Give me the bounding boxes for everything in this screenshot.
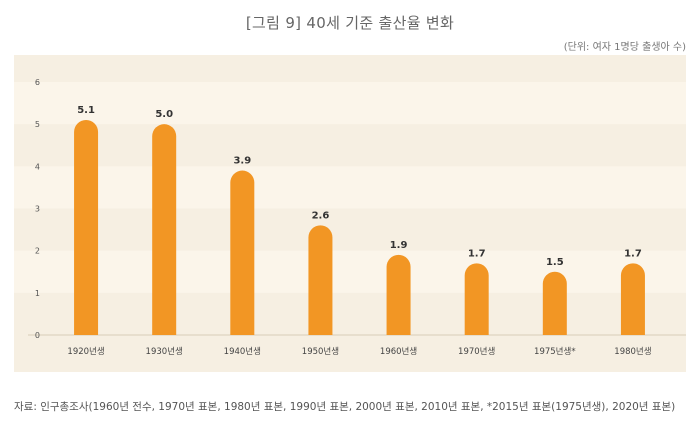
chart-title: [그림 9] 40세 기준 출산율 변화	[245, 14, 455, 32]
unit-note: (단위: 여자 1명당 출생아 수)	[563, 42, 686, 53]
data-label: 1.5	[546, 257, 564, 268]
data-label: 3.9	[233, 156, 251, 167]
bar	[152, 124, 177, 335]
x-tick-label: 1920년생	[67, 346, 104, 357]
bar	[74, 119, 99, 335]
grid-band	[14, 250, 686, 293]
x-tick-label: 1975년생*	[534, 346, 576, 357]
x-tick-label: 1960년생	[380, 346, 417, 357]
grid-band	[14, 82, 686, 125]
data-label: 5.0	[155, 109, 173, 120]
x-tick-label: 1980년생	[614, 346, 651, 357]
data-label: 2.6	[312, 210, 330, 221]
source-note: 자료: 인구총조사(1960년 전수, 1970년 표본, 1980년 표본, …	[14, 401, 676, 413]
y-tick-label: 2	[35, 247, 40, 256]
grid-band	[14, 166, 686, 209]
data-label: 1.9	[390, 240, 408, 251]
y-tick-label: 6	[35, 78, 40, 87]
x-tick-label: 1970년생	[458, 346, 495, 357]
data-label: 1.7	[624, 248, 642, 259]
bar	[542, 271, 567, 335]
x-tick-label: 1950년생	[302, 346, 339, 357]
y-tick-label: 3	[35, 205, 40, 214]
data-label: 1.7	[468, 248, 486, 259]
y-tick-label: 4	[35, 162, 40, 171]
data-label: 5.1	[77, 105, 95, 116]
y-tick-label: 0	[35, 331, 40, 340]
bar	[308, 225, 333, 335]
x-tick-label: 1940년생	[224, 346, 261, 357]
bar	[620, 263, 645, 335]
bar	[230, 170, 255, 335]
x-tick-label: 1930년생	[146, 346, 183, 357]
y-tick-label: 5	[35, 120, 40, 129]
bar	[464, 263, 489, 335]
bar	[386, 254, 411, 335]
y-tick-label: 1	[35, 289, 40, 298]
